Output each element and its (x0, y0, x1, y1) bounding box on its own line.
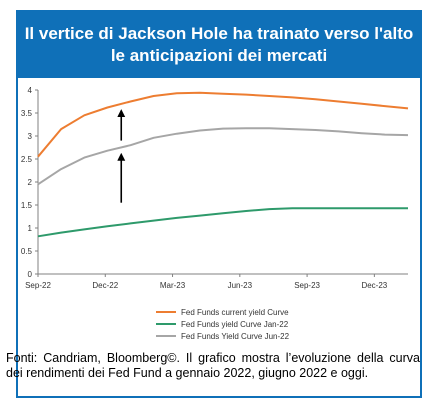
y-tick-label: 4 (28, 86, 33, 95)
series-line-0 (37, 91, 409, 158)
y-tick-label: 3 (28, 132, 33, 141)
line-chart: 0 0.5 1 1.5 2 2.5 3 3.5 4 Sep-22 Dec-22 Mar-23 Jun-2… (21, 86, 409, 341)
x-tick-label: Dec-22 (92, 281, 118, 290)
y-tick-label: 0 (28, 270, 33, 279)
series-line-1 (37, 207, 408, 238)
source-caption: Fonti: Candriam, Bloomberg©. Il grafico … (6, 351, 420, 380)
legend-label-0: Fed Funds current yield Curve (181, 308, 289, 317)
chart-frame: Il vertice di Jackson Hole ha trainato v… (16, 10, 422, 398)
y-tick-label: 2 (28, 178, 33, 187)
x-tick-label: Sep-23 (294, 281, 320, 290)
series-line-2 (37, 127, 409, 186)
x-tick-label: Sep-22 (25, 281, 51, 290)
y-tick-label: 0.5 (21, 247, 33, 256)
y-tick-label: 2.5 (21, 155, 33, 164)
y-tick-label: 3.5 (21, 109, 33, 118)
y-tick-label: 1 (28, 224, 33, 233)
legend-label-1: Fed Funds yield Curve Jan-22 (181, 320, 289, 329)
y-tick-label: 1.5 (21, 201, 33, 210)
chart-title: Il vertice di Jackson Hole ha trainato v… (18, 12, 420, 78)
legend-label-2: Fed Funds Yield Curve Jun-22 (181, 332, 290, 341)
x-tick-label: Jun-23 (228, 281, 253, 290)
x-tick-label: Dec-23 (361, 281, 387, 290)
x-tick-label: Mar-23 (160, 281, 186, 290)
